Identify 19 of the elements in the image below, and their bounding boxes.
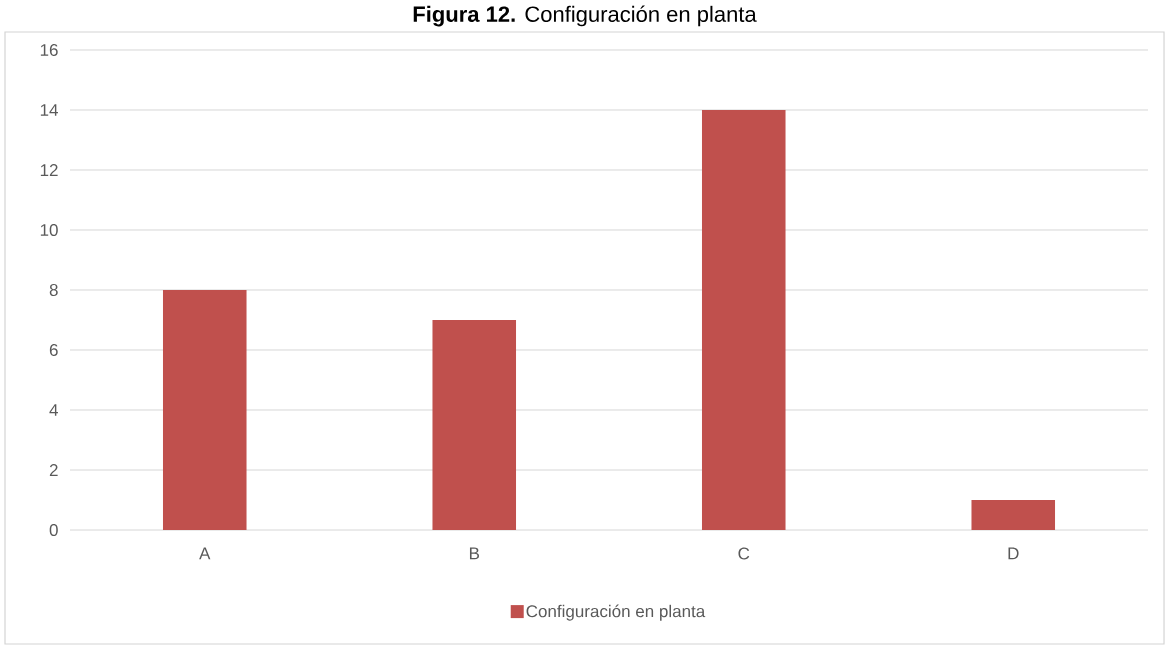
bar — [432, 320, 517, 530]
x-tick-label: C — [738, 547, 750, 560]
legend-label: Configuración en planta — [526, 604, 706, 621]
y-tick-label: 16 — [40, 43, 58, 57]
y-tick-label: 4 — [49, 404, 58, 416]
x-tick-label: D — [1008, 547, 1019, 560]
bar — [701, 110, 786, 530]
y-tick-label: 8 — [49, 283, 58, 297]
y-tick-label: 12 — [40, 164, 58, 176]
y-tick-label: 10 — [40, 223, 58, 237]
chart-title: Figura 12. Configuración en planta — [413, 5, 757, 27]
y-tick-label: 0 — [49, 523, 58, 537]
y-tick-label: 14 — [40, 104, 58, 116]
y-tick-label: 6 — [49, 343, 58, 357]
bar — [162, 290, 247, 530]
x-tick-label: A — [199, 547, 211, 560]
bar — [971, 500, 1056, 530]
y-tick-label: 2 — [49, 464, 58, 476]
x-tick-label: B — [469, 547, 480, 560]
